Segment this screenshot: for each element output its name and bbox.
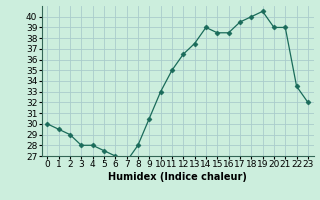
X-axis label: Humidex (Indice chaleur): Humidex (Indice chaleur)	[108, 172, 247, 182]
